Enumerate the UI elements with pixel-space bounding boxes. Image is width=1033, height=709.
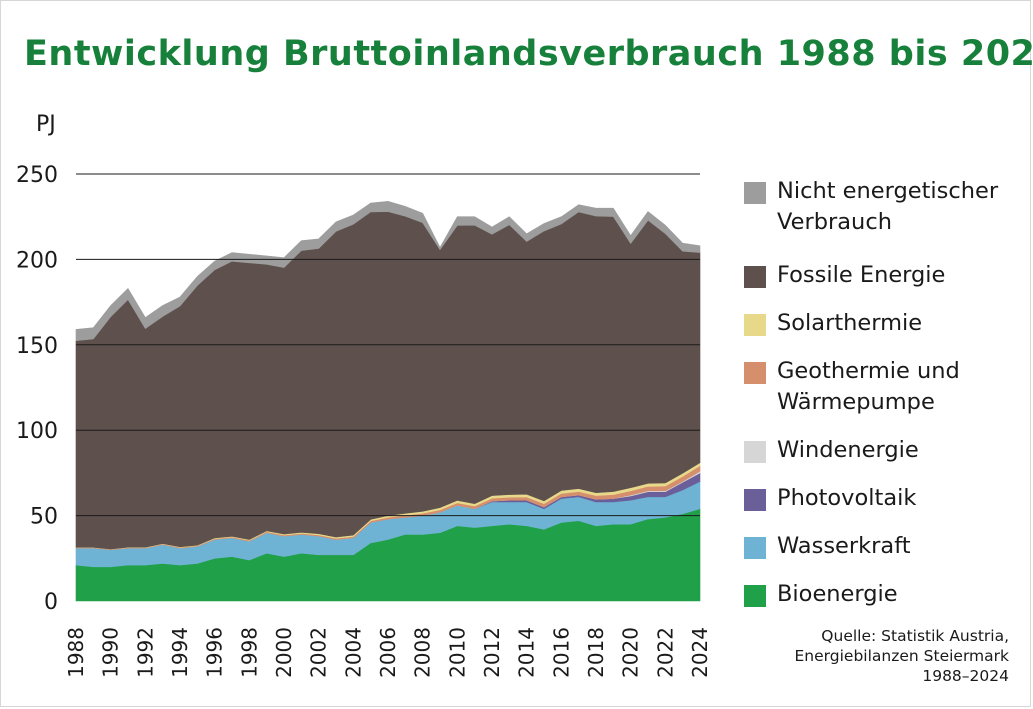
gridlines bbox=[76, 173, 700, 517]
x-tick-label: 1992 bbox=[133, 627, 157, 678]
x-tick-label: 1996 bbox=[203, 627, 227, 678]
legend-swatch bbox=[744, 362, 766, 384]
legend-label: Bioenergie bbox=[777, 581, 898, 607]
y-tick-label: 250 bbox=[16, 163, 58, 188]
x-tick-label: 2016 bbox=[549, 627, 573, 678]
legend-label: Fossile Energie bbox=[777, 262, 946, 288]
legend-label: Nicht energetischer Verbrauch bbox=[777, 178, 999, 235]
source-note: Quelle: Statistik Austria, Energiebilanz… bbox=[794, 627, 1009, 685]
x-tick-label: 2014 bbox=[515, 627, 539, 678]
x-tick-label: 1994 bbox=[168, 627, 192, 678]
y-axis-unit-label: PJ bbox=[36, 112, 56, 137]
legend-item: Bioenergie bbox=[744, 579, 1017, 610]
legend-swatch bbox=[744, 585, 766, 607]
legend-item: Windenergie bbox=[744, 435, 1017, 466]
x-tick-label: 2018 bbox=[584, 627, 608, 678]
legend-item: Solarthermie bbox=[744, 308, 1017, 339]
legend-swatch bbox=[744, 537, 766, 559]
legend-swatch bbox=[744, 266, 766, 288]
x-tick-label: 2006 bbox=[376, 627, 400, 678]
x-tick-label: 2004 bbox=[341, 627, 365, 678]
legend-item: Photovoltaik bbox=[744, 483, 1017, 514]
legend-label: Solarthermie bbox=[777, 310, 923, 336]
legend-item: Fossile Energie bbox=[744, 260, 1017, 291]
area-layers bbox=[75, 201, 701, 602]
legend-label: Photovoltaik bbox=[777, 485, 917, 511]
y-axis: 0 50 100 150 200 250 bbox=[16, 163, 58, 615]
legend-item: Geothermie und Wärmepumpe bbox=[744, 356, 1017, 418]
y-tick-label: 50 bbox=[30, 505, 58, 530]
legend-swatch bbox=[744, 441, 766, 463]
y-tick-label: 150 bbox=[16, 334, 58, 359]
y-tick-label: 200 bbox=[16, 248, 58, 273]
y-tick-label: 100 bbox=[16, 419, 58, 444]
legend-label: Wasserkraft bbox=[777, 533, 911, 559]
x-tick-label: 2020 bbox=[619, 627, 643, 678]
y-tick-label: 0 bbox=[44, 590, 58, 615]
x-tick-label: 2010 bbox=[445, 627, 469, 678]
legend-label: Windenergie bbox=[777, 437, 919, 463]
legend-label: Geothermie und Wärmepumpe bbox=[777, 358, 960, 415]
x-tick-label: 1988 bbox=[64, 627, 88, 678]
legend-item: Nicht energetischer Verbrauch bbox=[744, 176, 1017, 238]
legend-swatch bbox=[744, 489, 766, 511]
x-tick-label: 2008 bbox=[411, 627, 435, 678]
x-axis: 1988 1990 1992 1994 1996 1998 2000 2002 2004 2006… bbox=[64, 627, 712, 678]
x-tick-label: 1990 bbox=[99, 627, 123, 678]
x-tick-label: 2012 bbox=[480, 627, 504, 678]
legend-swatch bbox=[744, 314, 766, 336]
x-tick-label: 2002 bbox=[307, 627, 331, 678]
x-tick-label: 2000 bbox=[272, 627, 296, 678]
area-series-nicht bbox=[75, 201, 701, 342]
chart-title: Entwicklung Bruttoinlandsverbrauch 1988 … bbox=[24, 34, 1033, 74]
legend-swatch bbox=[744, 182, 766, 204]
x-tick-label: 1998 bbox=[237, 627, 261, 678]
x-tick-label: 2022 bbox=[653, 627, 677, 678]
x-tick-label: 2024 bbox=[688, 627, 712, 678]
legend-item: Wasserkraft bbox=[744, 531, 1017, 562]
